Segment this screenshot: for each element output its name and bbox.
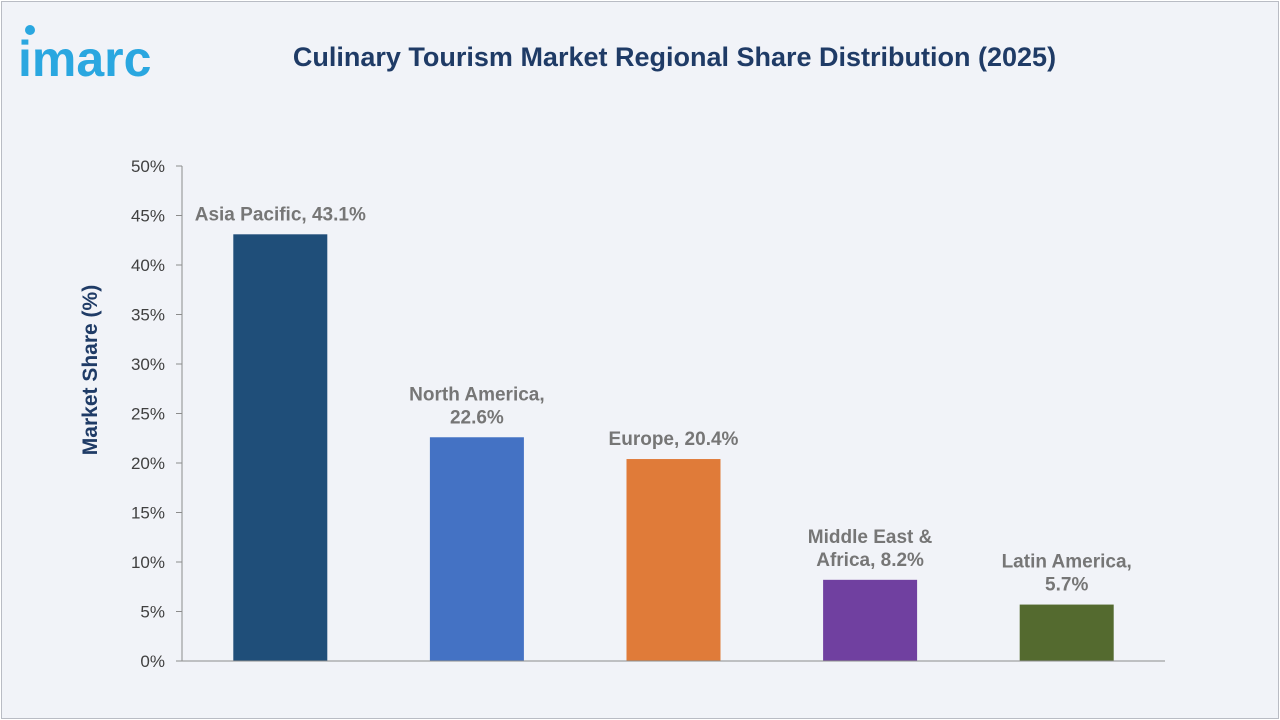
- bar-north-america: [429, 437, 524, 661]
- y-tick-label: 15%: [131, 504, 165, 523]
- y-tick-label: 25%: [131, 405, 165, 424]
- y-tick-label: 10%: [131, 553, 165, 572]
- y-tick-label: 40%: [131, 256, 165, 275]
- imarc-logo: imarc: [18, 25, 151, 87]
- y-tick-label: 50%: [131, 157, 165, 176]
- y-axis: 0% 5% 10% 15% 20% 25% 30% 35% 40% 45% 50%: [131, 157, 183, 671]
- data-label: North America,: [409, 384, 545, 405]
- data-label: Asia Pacific, 43.1%: [195, 204, 366, 225]
- y-tick-label: 0%: [140, 652, 165, 671]
- data-label: 5.7%: [1045, 575, 1088, 596]
- data-label: Middle East &: [808, 527, 933, 548]
- bar-asia-pacific: [233, 234, 328, 661]
- bars: [233, 234, 1114, 661]
- data-label: 22.6%: [450, 407, 504, 428]
- bar-europe: [626, 459, 721, 661]
- data-label: Latin America,: [1002, 552, 1132, 573]
- y-tick-label: 5%: [140, 603, 165, 622]
- y-axis-label: Market Share (%): [79, 285, 102, 455]
- data-label: Africa, 8.2%: [816, 550, 924, 571]
- y-tick-label: 45%: [131, 207, 165, 226]
- y-tick-label: 20%: [131, 454, 165, 473]
- data-labels: Asia Pacific, 43.1% North America,22.6% Eu…: [195, 204, 1132, 595]
- data-label: Europe, 20.4%: [609, 429, 739, 450]
- y-tick-label: 30%: [131, 355, 165, 374]
- bar-middle-east-africa: [823, 579, 918, 661]
- logo-text: imarc: [18, 31, 151, 87]
- y-tick-label: 35%: [131, 306, 165, 325]
- bar-latin-america: [1019, 604, 1114, 661]
- logo-dot: [25, 25, 35, 35]
- chart-title: Culinary Tourism Market Regional Share D…: [292, 42, 1057, 72]
